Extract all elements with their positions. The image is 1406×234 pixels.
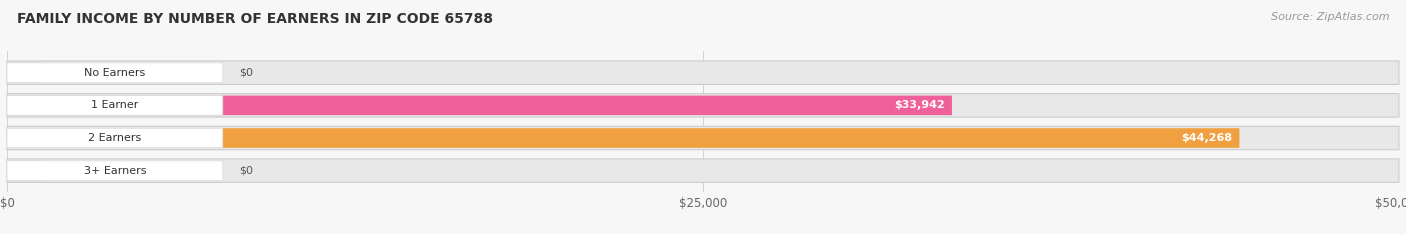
FancyBboxPatch shape [7,159,1399,183]
FancyBboxPatch shape [7,61,1399,84]
FancyBboxPatch shape [7,128,222,148]
Text: $44,268: $44,268 [1181,133,1233,143]
Text: 1 Earner: 1 Earner [91,100,139,110]
Text: FAMILY INCOME BY NUMBER OF EARNERS IN ZIP CODE 65788: FAMILY INCOME BY NUMBER OF EARNERS IN ZI… [17,12,494,26]
Text: 2 Earners: 2 Earners [89,133,142,143]
FancyBboxPatch shape [7,63,42,83]
Text: $33,942: $33,942 [894,100,945,110]
Text: $0: $0 [239,166,253,176]
FancyBboxPatch shape [7,126,1399,150]
Text: No Earners: No Earners [84,68,146,78]
FancyBboxPatch shape [7,63,222,83]
FancyBboxPatch shape [7,95,952,115]
Text: $0: $0 [239,68,253,78]
Text: 3+ Earners: 3+ Earners [83,166,146,176]
Text: Source: ZipAtlas.com: Source: ZipAtlas.com [1271,12,1389,22]
FancyBboxPatch shape [7,161,42,180]
FancyBboxPatch shape [7,128,1240,148]
FancyBboxPatch shape [7,161,222,180]
FancyBboxPatch shape [7,94,1399,117]
FancyBboxPatch shape [7,95,222,115]
